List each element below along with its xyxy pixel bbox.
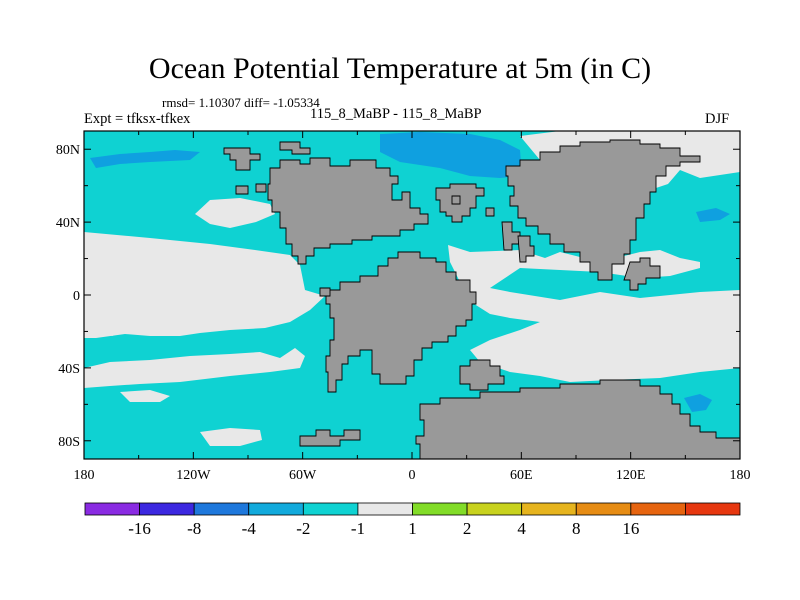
plot-title: Ocean Potential Temperature at 5m (in C) (148, 52, 652, 85)
arctic-strong-negative-2 (380, 132, 522, 178)
experiment-label: Expt = tfksx-tfkex (84, 111, 191, 127)
colorbar-swatch (630, 502, 686, 516)
colorbar-label: 4 (517, 519, 526, 538)
colorbar-swatch (302, 502, 359, 516)
colorbar-swatch (84, 502, 140, 516)
lat-tick-label: 40S (58, 362, 80, 377)
south-atlantic-neutral-patch (120, 390, 170, 402)
lon-tick-label: 60W (289, 468, 317, 483)
south-pacific-strong-negative (684, 394, 712, 412)
arctic-strong-negative-1 (90, 150, 200, 168)
colorbar-label: 1 (408, 519, 417, 538)
lon-tick-label: 60E (510, 468, 533, 483)
south-pacific-neutral-patch (84, 348, 305, 388)
north-america-landmass (267, 157, 429, 265)
colorbar-swatch (685, 502, 741, 516)
colorbar-label: 8 (572, 519, 581, 538)
colorbar-label: -4 (242, 519, 257, 538)
land-masses (223, 139, 740, 459)
lon-tick-label: 180 (730, 468, 751, 483)
colorbar-label: -1 (351, 519, 365, 538)
east-pacific-strong-negative (696, 208, 730, 222)
tropical-small-patch-1 (100, 326, 125, 336)
colorbar-label: -8 (187, 519, 201, 538)
north-atlantic-neutral-strip (195, 198, 275, 228)
southern-ocean-neutral-patch (200, 428, 262, 446)
colorbar-label: 2 (463, 519, 472, 538)
colorbar-label: 16 (622, 519, 639, 538)
colorbar-swatch (466, 502, 523, 516)
atlantic-indian-neutral-band (448, 245, 740, 382)
longitude-tick-labels: 180 120W 60W 0 60E 120E 180 (74, 468, 751, 483)
colorbar-label: -16 (128, 519, 151, 538)
colorbar-swatch (575, 502, 632, 516)
south-america-landmass (325, 251, 477, 393)
colorbar-swatch (521, 502, 577, 516)
southern-africa-landmass (459, 359, 505, 391)
asia-landmass (505, 139, 701, 281)
lat-tick-label: 80S (58, 435, 80, 450)
lon-tick-label: 120E (616, 468, 646, 483)
axis-ticks (83, 131, 741, 459)
caribbean-island-landmass (319, 287, 331, 297)
north-america-islands-landmass (235, 183, 495, 217)
lat-tick-label: 0 (73, 289, 80, 304)
tropical-small-patch-2 (505, 296, 525, 306)
arctic-island-landmass (279, 141, 311, 155)
colorbar-swatch (139, 502, 195, 516)
india-landmass (517, 235, 535, 263)
greenland-landmass (223, 147, 261, 171)
tropical-pacific-neutral-band (84, 232, 325, 338)
lon-tick-label: 180 (74, 468, 95, 483)
colorbar: -16 -8 -4 -2 -1 1 2 4 8 16 (84, 502, 741, 538)
latitude-tick-labels: 80N 40N 0 40S 80S (56, 143, 80, 450)
lon-tick-label: 0 (409, 468, 416, 483)
lat-tick-label: 40N (56, 216, 80, 231)
map-plot-area (84, 131, 740, 459)
season-label: DJF (705, 111, 730, 127)
antarctica-landmass (415, 379, 740, 459)
colorbar-label: -2 (296, 519, 310, 538)
southeast-asia-island-landmass (623, 257, 661, 291)
antarctic-peninsula-landmass (299, 429, 361, 447)
lat-tick-label: 80N (56, 143, 80, 158)
colorbar-swatch (412, 502, 468, 516)
colorbar-swatch (193, 502, 250, 516)
run-label: 115_8_MaBP - 115_8_MaBP (310, 106, 482, 122)
lon-tick-label: 120W (176, 468, 211, 483)
colorbar-swatch (357, 502, 413, 516)
colorbar-swatch (248, 502, 304, 516)
stats-label: rmsd= 1.10307 diff= -1.05334 (162, 95, 320, 110)
